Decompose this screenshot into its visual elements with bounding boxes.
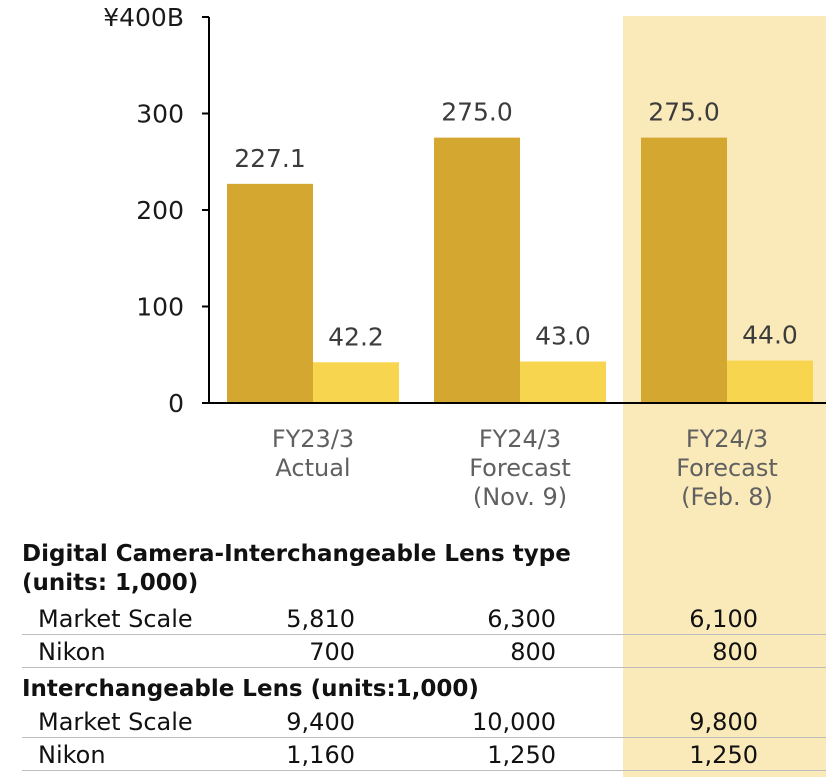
data-label: 227.1: [234, 144, 306, 173]
y-tick-label: 300: [136, 100, 184, 129]
table-row: Market Scale 5,810 6,300 6,100: [22, 603, 826, 635]
table-row: Market Scale 9,400 10,000 9,800: [22, 706, 826, 738]
bar: [313, 362, 399, 403]
category-label: Actual: [275, 454, 350, 482]
category-label: Forecast: [676, 454, 778, 482]
table-row: Nikon 700 800 800: [22, 636, 826, 668]
data-label: 43.0: [535, 322, 591, 351]
category-label: Forecast: [469, 454, 571, 482]
bar: [520, 361, 606, 403]
y-tick-label: 200: [136, 196, 184, 225]
bar-chart: 227.1 275.0 275.0 42.2 43.0 44.0 0 100 200 300 ¥40…: [103, 3, 826, 511]
category-label: FY23/3: [272, 425, 354, 453]
data-label: 275.0: [648, 98, 720, 127]
section2-title: Interchangeable Lens (units:1,000): [22, 676, 479, 702]
category-label: FY24/3: [479, 425, 561, 453]
y-tick-label: 0: [168, 389, 184, 418]
bar: [727, 360, 813, 403]
y-tick-label: ¥400B: [103, 3, 184, 32]
category-label: (Nov. 9): [473, 483, 567, 511]
data-label: 44.0: [742, 321, 798, 350]
bar: [641, 137, 727, 403]
table-row: Nikon 1,160 1,250 1,250: [22, 739, 826, 771]
section1-title: Digital Camera-Interchangeable Lens type…: [22, 541, 571, 596]
y-tick-label: 100: [136, 293, 184, 322]
data-label: 275.0: [441, 98, 513, 127]
bar: [434, 137, 520, 403]
category-label: FY24/3: [686, 425, 768, 453]
data-label: 42.2: [328, 322, 384, 351]
bar: [227, 183, 313, 403]
category-label: (Feb. 8): [681, 483, 773, 511]
